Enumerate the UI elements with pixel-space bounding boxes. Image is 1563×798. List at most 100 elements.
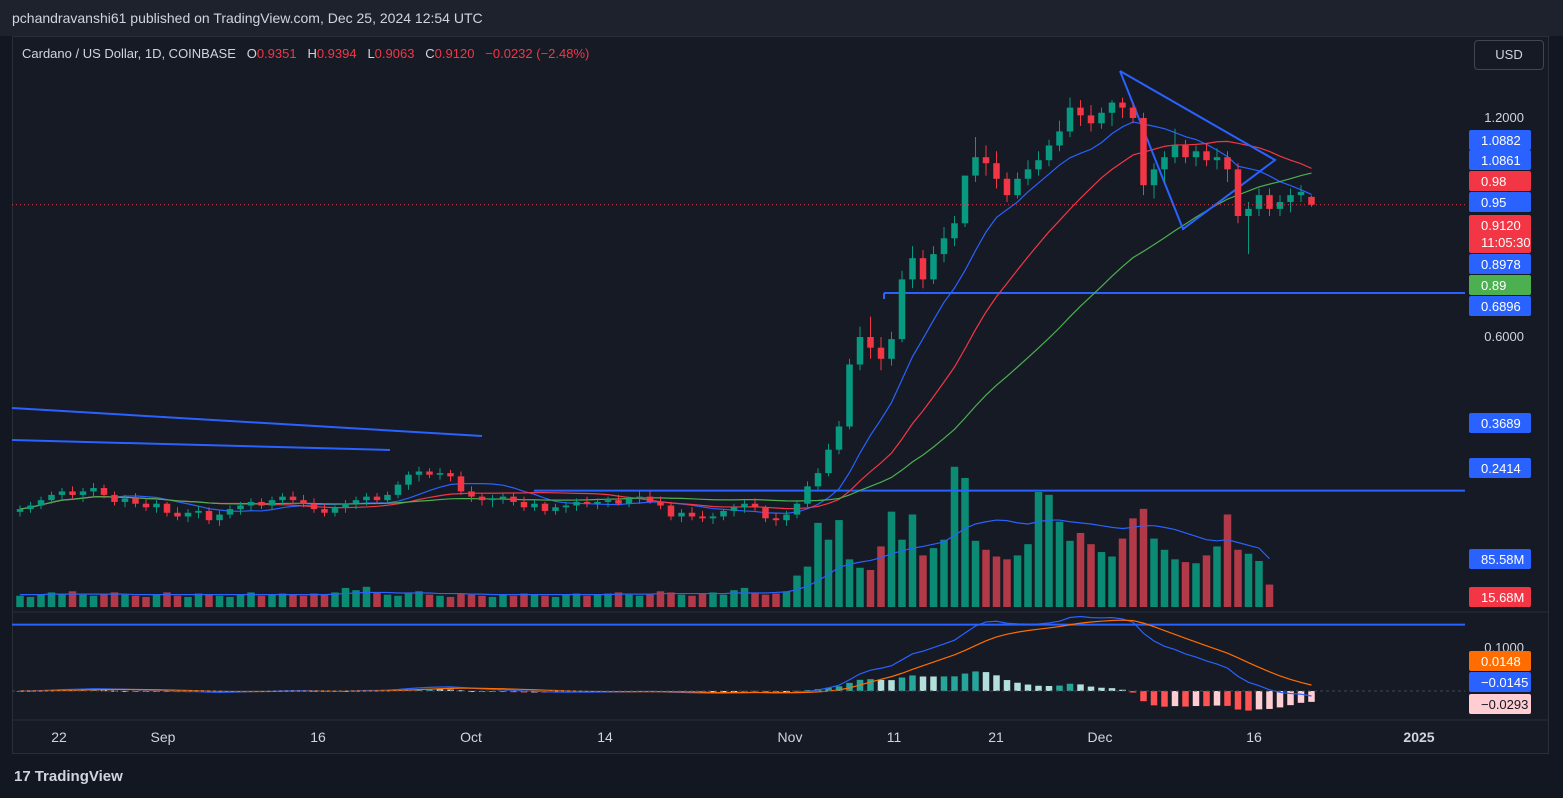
tradingview-logo[interactable]: 17 TradingView (14, 768, 123, 785)
volume-bar (1181, 562, 1190, 607)
high-label: H (307, 46, 317, 61)
time-axis-tick: Nov (778, 729, 803, 745)
volume-bar (436, 595, 444, 607)
volume-bar (1192, 563, 1200, 607)
candle-body (195, 510, 202, 513)
volume-bar (1265, 584, 1274, 607)
candle-body (247, 501, 255, 506)
candle-body (489, 498, 496, 501)
volume-bar (761, 594, 770, 607)
candle-body (1245, 208, 1252, 216)
volume-bar (236, 594, 245, 607)
candle-body (1266, 195, 1273, 209)
volume-bar (782, 591, 791, 607)
macd-histogram-bar (762, 691, 769, 692)
macd-histogram-bar (1255, 691, 1263, 710)
price-chart-svg[interactable]: 1.20000.60000.40000.20000.10001.08821.08… (0, 0, 1563, 754)
candle-body (468, 491, 475, 497)
macd-histogram-bar (1150, 691, 1158, 706)
volume-bar (856, 567, 864, 607)
candle-body (457, 476, 465, 492)
brand-name: TradingView (34, 768, 123, 785)
candle-body (1056, 131, 1063, 146)
macd-histogram-bar (1003, 680, 1011, 691)
candle-body (1182, 145, 1189, 158)
candle-body (268, 500, 276, 506)
candle-body (1024, 169, 1032, 179)
volume-bar (1045, 494, 1053, 607)
volume-bar (1097, 552, 1106, 607)
macd-signal-line (19, 619, 1312, 694)
macd-histogram-bar (867, 679, 874, 691)
close-label: C (425, 46, 435, 61)
candle-body (1035, 160, 1042, 170)
volume-bar (394, 595, 402, 607)
macd-label: 0.0148 (1481, 654, 1521, 669)
volume-bar (289, 594, 297, 607)
macd-histogram-bar (1276, 691, 1284, 708)
candle-body (142, 503, 150, 508)
time-axis-tick: 21 (988, 729, 1004, 745)
candle-body (426, 471, 433, 475)
volume-bar (173, 595, 182, 607)
time-axis-tick: Oct (460, 729, 482, 745)
time-axis-tick: 16 (1246, 729, 1262, 745)
time-axis-tick: Sep (151, 729, 176, 745)
volume-bar (47, 592, 56, 607)
price-label-countdown: 11:05:30 (1481, 235, 1531, 250)
triangle-pattern (1119, 70, 1277, 231)
candle-body (121, 498, 129, 502)
macd-histogram-bar (1129, 691, 1137, 693)
candle-body (58, 491, 66, 495)
volume-bar (835, 520, 843, 607)
volume-bar (992, 556, 1001, 607)
volume-bar (1139, 508, 1148, 607)
candle-body (1150, 169, 1158, 186)
chart-frame[interactable] (12, 36, 1549, 754)
candle-body (100, 488, 108, 495)
macd-histogram-bar (1098, 687, 1105, 691)
macd-histogram-bar (1224, 691, 1231, 706)
macd-histogram-bar (1192, 691, 1200, 707)
volume-bar (1066, 540, 1074, 607)
candle-body (1213, 157, 1221, 161)
candle-body (226, 509, 234, 515)
candle-body (1098, 112, 1105, 124)
price-label-bg (1469, 458, 1531, 478)
candle-body (625, 498, 633, 504)
macd-label: −0.0145 (1481, 675, 1528, 690)
macd-histogram-bar (846, 682, 853, 691)
candle-body (804, 486, 811, 504)
volume-bar (656, 591, 665, 607)
macd-histogram-bar (1035, 685, 1042, 691)
macd-histogram-bar (510, 691, 517, 693)
macd-label-bg (1469, 694, 1531, 714)
price-label-bg (1469, 254, 1531, 274)
open-value: 0.9351 (256, 46, 297, 61)
candle-body (79, 491, 87, 495)
volume-bar (446, 596, 455, 607)
volume-bar (1034, 492, 1043, 607)
candle-body (1003, 178, 1011, 196)
macd-histogram-bar (898, 677, 906, 691)
candle-body (16, 509, 24, 512)
volume-bar (1223, 514, 1232, 607)
macd-histogram-bar (1077, 684, 1084, 691)
macd-histogram-bar (1287, 691, 1294, 706)
candle-body (688, 512, 696, 517)
ma-fast-line (19, 121, 1312, 514)
candle-body (1192, 151, 1200, 158)
macd-histogram-bar (940, 676, 948, 691)
candle-body (919, 258, 927, 280)
macd-histogram-bar (1266, 691, 1273, 709)
candle-body (321, 509, 328, 513)
volume-bar (520, 593, 528, 607)
macd-histogram-bar (1161, 691, 1168, 707)
price-label: 0.89 (1481, 278, 1506, 293)
volume-bar (1244, 553, 1253, 607)
currency-button[interactable]: USD (1474, 40, 1544, 70)
price-label-bg (1469, 150, 1531, 170)
candle-body (1129, 107, 1137, 118)
symbol-name[interactable]: Cardano / US Dollar, 1D, COINBASE (22, 46, 236, 61)
macd-label-bg (1469, 672, 1531, 692)
